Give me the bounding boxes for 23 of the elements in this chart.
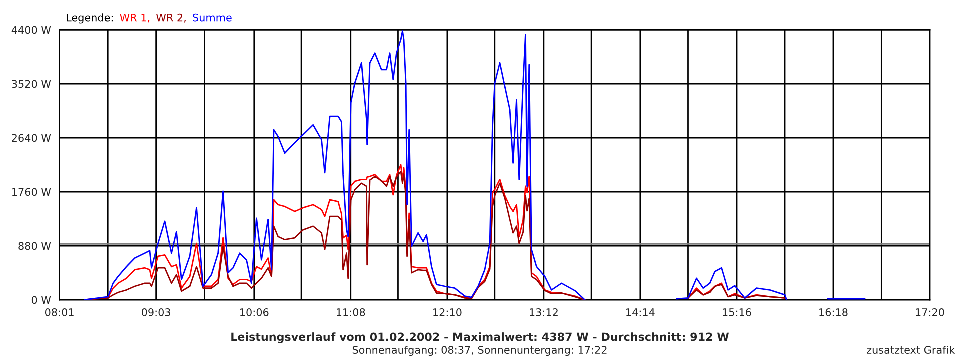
y-tick-label: 3520 W	[12, 80, 52, 88]
text: Sonnenaufgang: 08:37, Sonnenuntergang: 17:22	[352, 346, 607, 356]
x-tick-label: 16:18	[820, 308, 848, 316]
x-tick-label: 14:14	[626, 308, 655, 316]
x-tick-label: 09:03	[142, 308, 170, 316]
x-tick-label: 11:08	[337, 308, 366, 316]
text: Summe	[193, 14, 232, 22]
x-tick-label: 13:12	[530, 308, 558, 316]
text: WR 2,	[156, 14, 186, 23]
x-tick-label: 10:06	[240, 308, 269, 316]
text: zusatztext Grafik	[867, 346, 956, 354]
y-tick-label: 880 W	[18, 242, 52, 250]
y-tick-label: 2640 W	[12, 134, 52, 142]
x-tick-label: 08:01	[45, 308, 74, 316]
legend-title: Legende:	[67, 14, 114, 24]
text: Leistungsverlauf vom 01.02.2002 - Maximalwert: 4387 W - Durchschnitt: 912 W	[232, 332, 730, 344]
x-tick-label: 17:20	[916, 308, 944, 316]
y-tick-label: 4400 W	[12, 26, 52, 34]
y-tick-label: 0 W	[32, 296, 52, 304]
x-tick-label: 12:10	[434, 308, 462, 316]
x-tick-label: 15:16	[723, 308, 752, 316]
y-tick-label: 1760 W	[12, 188, 52, 196]
text: WR 1,	[120, 14, 150, 23]
